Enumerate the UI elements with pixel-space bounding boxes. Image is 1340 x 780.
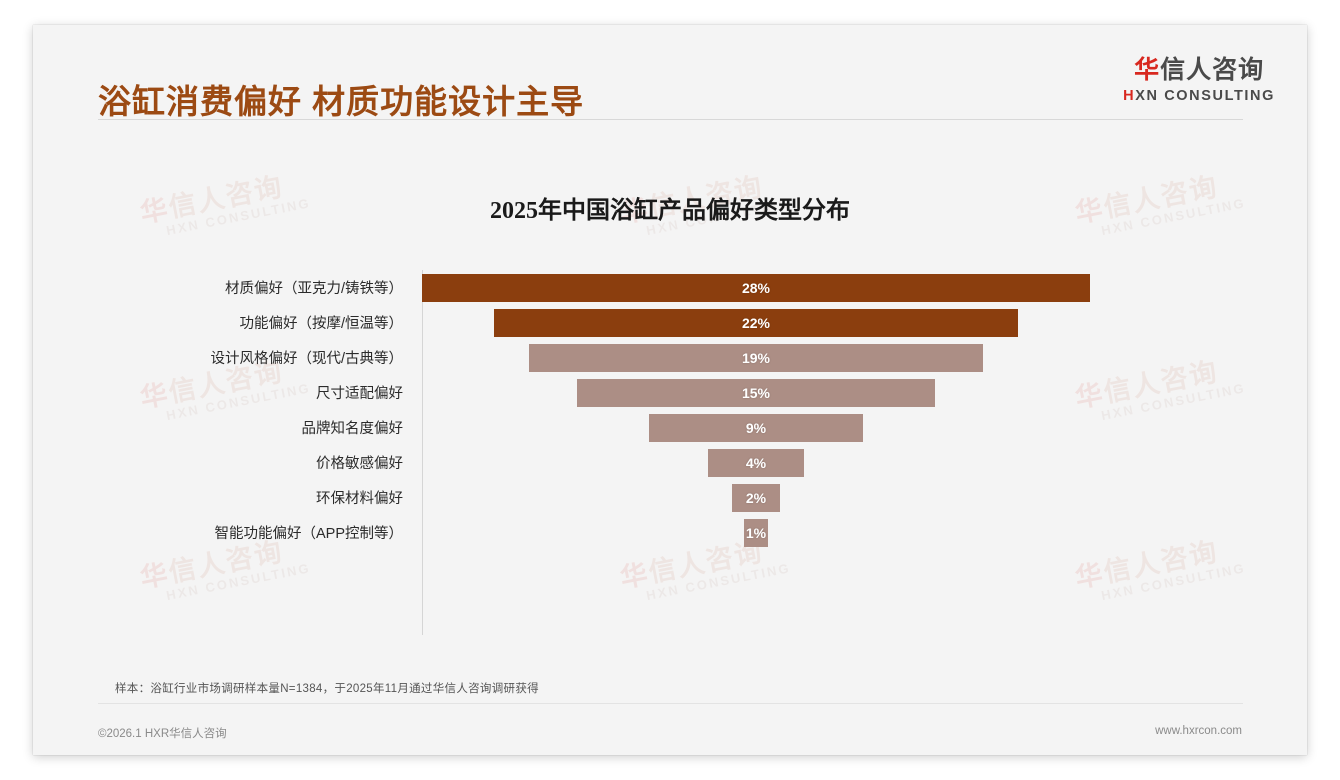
chart-rows: 材质偏好（亚克力/铸铁等） 28% 功能偏好（按摩/恒温等） 22% 设计风格偏好（现代…	[33, 270, 1307, 550]
logo-chinese-red: 华	[1134, 56, 1161, 84]
chart-bar[interactable]: 22%	[493, 308, 1019, 337]
slide: 华信人咨询 HXN CONSULTING 华信人咨询 HXN CONSULTIN…	[33, 25, 1307, 755]
chart-category-label: 智能功能偏好（APP控制等）	[214, 526, 403, 542]
chart-bar[interactable]: 15%	[577, 378, 935, 407]
slide-header: 浴缸消费偏好 材质功能设计主导 华信人咨询 HXN CONSULTING	[33, 25, 1307, 130]
chart-bar-value: 1%	[745, 524, 767, 541]
chart-bar-track: 19%	[422, 343, 1090, 372]
chart-bar-track: 4%	[422, 448, 1090, 477]
chart-row: 设计风格偏好（现代/古典等） 19%	[33, 340, 1307, 375]
footer-divider	[98, 703, 1243, 704]
chart-row: 材质偏好（亚克力/铸铁等） 28%	[33, 270, 1307, 305]
chart-bar-value: 2%	[745, 489, 767, 506]
chart-axis-line	[422, 270, 423, 635]
company-logo: 华信人咨询 HXN CONSULTING	[1123, 56, 1275, 104]
chart-bar-value: 22%	[741, 314, 770, 331]
chart-bar[interactable]: 9%	[648, 413, 864, 442]
chart-bar-track: 9%	[422, 413, 1090, 442]
chart-row: 品牌知名度偏好 9%	[33, 410, 1307, 445]
logo-english-red: H	[1123, 87, 1136, 104]
chart-category-label: 价格敏感偏好	[316, 456, 403, 472]
chart-title: 2025年中国浴缸产品偏好类型分布	[490, 198, 850, 224]
chart-category-label: 材质偏好（亚克力/铸铁等）	[224, 281, 403, 297]
chart-row: 环保材料偏好 2%	[33, 480, 1307, 515]
title-divider	[98, 119, 1243, 120]
chart-row: 功能偏好（按摩/恒温等） 22%	[33, 305, 1307, 340]
chart-category-label: 环保材料偏好	[316, 491, 403, 507]
chart-bar-value: 4%	[745, 454, 767, 471]
logo-english: HXN CONSULTING	[1123, 88, 1275, 104]
chart-bar[interactable]: 4%	[708, 448, 804, 477]
chart-bar-track: 1%	[422, 518, 1090, 547]
logo-chinese: 华信人咨询	[1123, 56, 1275, 85]
chart-category-label: 尺寸适配偏好	[316, 386, 403, 402]
chart-area: 2025年中国浴缸产品偏好类型分布 材质偏好（亚克力/铸铁等） 28% 功能偏好（按…	[33, 130, 1307, 675]
chart-bar-track: 15%	[422, 378, 1090, 407]
chart-row: 价格敏感偏好 4%	[33, 445, 1307, 480]
chart-bar[interactable]: 19%	[529, 343, 983, 372]
funnel-chart: 材质偏好（亚克力/铸铁等） 28% 功能偏好（按摩/恒温等） 22% 设计风格偏好（现代…	[33, 270, 1307, 640]
chart-bar-track: 22%	[422, 308, 1090, 337]
chart-bar[interactable]: 2%	[732, 483, 780, 512]
slide-footer: ©2026.1 HXR华信人咨询 www.hxrcon.com	[33, 717, 1307, 755]
chart-category-label: 品牌知名度偏好	[301, 421, 404, 437]
page-title: 浴缸消费偏好 材质功能设计主导	[98, 83, 585, 120]
footer-copyright: ©2026.1 HXR华信人咨询	[98, 728, 227, 740]
chart-category-label: 功能偏好（按摩/恒温等）	[239, 316, 403, 332]
chart-row: 智能功能偏好（APP控制等） 1%	[33, 515, 1307, 550]
logo-chinese-rest: 信人咨询	[1160, 56, 1265, 84]
logo-english-rest: XN CONSULTING	[1135, 87, 1275, 104]
chart-bar[interactable]: 1%	[744, 518, 768, 547]
source-footnote: 样本：浴缸行业市场调研样本量N=1384，于2025年11月通过华信人咨询调研获…	[115, 683, 539, 695]
chart-bar-value: 19%	[741, 349, 770, 366]
chart-bar-value: 28%	[741, 279, 771, 296]
chart-bar[interactable]: 28%	[422, 273, 1090, 302]
chart-category-label: 设计风格偏好（现代/古典等）	[210, 351, 403, 367]
chart-bar-track: 28%	[422, 273, 1090, 302]
chart-bar-value: 9%	[745, 419, 767, 436]
chart-bar-value: 15%	[741, 384, 770, 401]
chart-row: 尺寸适配偏好 15%	[33, 375, 1307, 410]
footer-website: www.hxrcon.com	[1155, 725, 1242, 737]
chart-bar-track: 2%	[422, 483, 1090, 512]
